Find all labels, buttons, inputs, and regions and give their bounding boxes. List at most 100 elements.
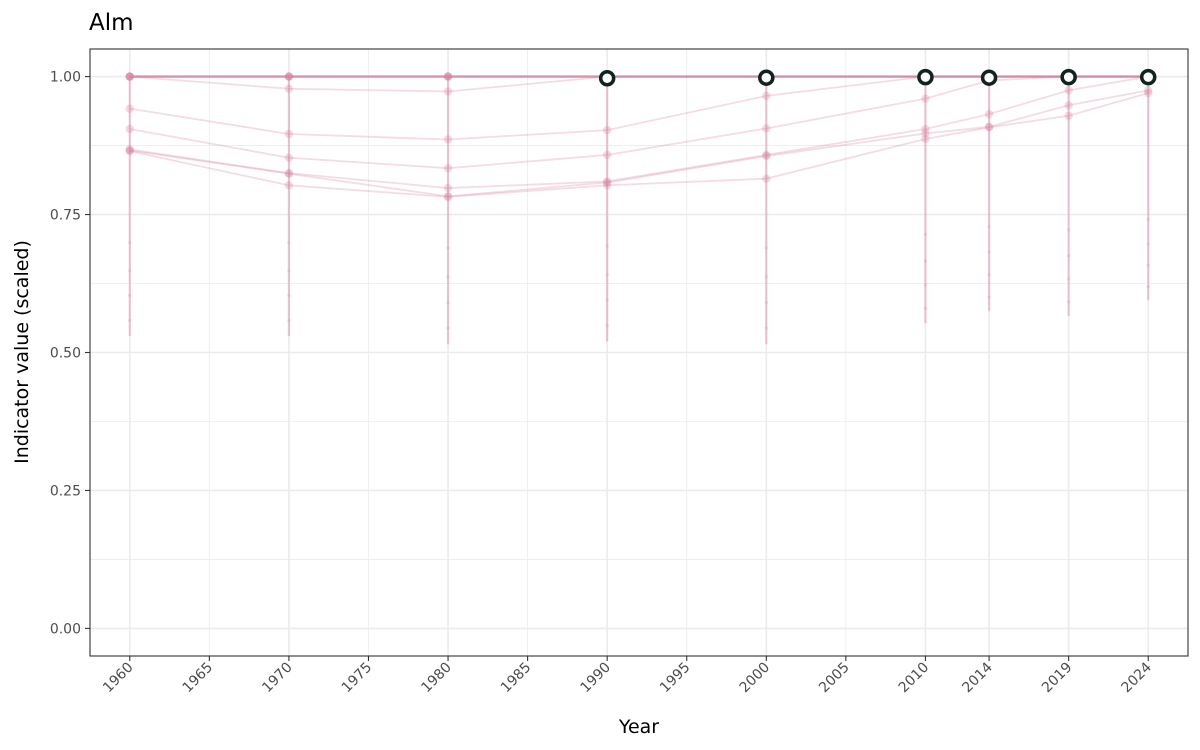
error-bar-tick (446, 275, 450, 279)
x-tick-label: 1960 (100, 660, 137, 697)
error-bar-tick (923, 232, 928, 237)
x-tick-label: 2019 (1039, 660, 1076, 697)
y-tick-label: 1.00 (50, 70, 81, 86)
error-bar-tick (764, 246, 768, 250)
error-bar-tick (287, 318, 291, 322)
y-tick-label: 0.25 (50, 483, 81, 499)
series-point (125, 72, 134, 81)
y-axis: 0.00 0.25 0.50 0.75 1.00 (50, 70, 90, 637)
series-point (762, 150, 771, 160)
error-bar-tick (446, 246, 450, 250)
reference-point (1060, 68, 1077, 86)
x-tick-label: 2000 (737, 660, 774, 697)
series-point (125, 146, 134, 156)
series-point (1064, 111, 1073, 120)
error-bar-tick (128, 268, 132, 273)
series-point (762, 174, 771, 183)
error-bars (128, 76, 1150, 345)
y-tick-label: 0.75 (50, 208, 81, 224)
error-bar-tick (605, 323, 609, 328)
reference-point (598, 69, 616, 87)
series-point (762, 91, 771, 101)
y-tick-label: 0.00 (50, 621, 81, 637)
error-bar-tick (923, 306, 928, 311)
error-bar-tick (605, 298, 609, 302)
series-point (284, 129, 294, 139)
series-point (984, 123, 994, 132)
series-point (984, 109, 994, 119)
x-tick-label: 2014 (959, 659, 996, 696)
error-bar-tick (605, 273, 609, 277)
error-bar-tick (287, 293, 291, 298)
reference-point (758, 69, 775, 86)
x-tick-label: 2024 (1119, 659, 1156, 696)
series-point (443, 183, 453, 193)
series-line (129, 75, 1149, 141)
x-tick-label: 2005 (816, 660, 853, 697)
series-point (762, 151, 771, 161)
series-line (129, 75, 1149, 170)
x-tick-label: 1980 (418, 660, 455, 697)
error-bar-tick (446, 326, 450, 330)
series-point (602, 150, 612, 160)
series-point (1064, 101, 1073, 110)
series-point (984, 122, 994, 132)
x-tick-label: 1995 (657, 660, 694, 697)
series-point (443, 135, 453, 144)
series-point (284, 153, 294, 162)
series-point (443, 72, 453, 81)
series-point (921, 124, 930, 134)
error-bar-tick (1067, 300, 1071, 304)
x-axis: 1960 1965 1970 1975 1980 1985 1990 1995 2000 2005… (100, 656, 1155, 696)
error-bar-tick (764, 300, 768, 305)
series-point (1144, 86, 1153, 95)
error-bar-tick (764, 275, 768, 279)
series-point (284, 168, 294, 178)
series-line (129, 75, 1149, 189)
error-bar-tick (987, 250, 991, 254)
series-point (602, 178, 612, 187)
x-tick-label: 1970 (259, 660, 296, 697)
series-point (443, 163, 453, 173)
x-tick-label: 1965 (180, 660, 217, 697)
series-point (602, 125, 612, 135)
error-bar-tick (1067, 254, 1071, 258)
error-bar-tick (987, 295, 991, 299)
error-bar-tick (287, 240, 291, 245)
series-point (284, 181, 294, 190)
series-point (1064, 86, 1073, 95)
series-point (284, 72, 294, 81)
x-tick-label: 1990 (577, 660, 614, 697)
error-bar-tick (446, 300, 450, 305)
reference-point (980, 69, 998, 86)
x-tick-label: 1985 (498, 660, 535, 697)
series-point (1144, 88, 1153, 98)
series-point (284, 169, 294, 178)
error-bar-tick (1146, 218, 1150, 222)
series-point (125, 124, 134, 134)
y-axis-title: Indicator value (scaled) (11, 240, 33, 464)
series-point (443, 192, 453, 202)
error-bar-tick (128, 293, 132, 298)
major-grid (90, 49, 1188, 656)
series-point (125, 146, 134, 155)
error-bar-tick (923, 259, 928, 263)
error-bar-tick (1146, 263, 1150, 267)
error-bar-tick (1146, 242, 1150, 246)
series-point (125, 145, 134, 154)
series-point (602, 181, 612, 190)
x-axis-title: Year (618, 716, 659, 738)
series-line (129, 89, 1149, 198)
series-point (284, 84, 294, 93)
error-bar-tick (923, 283, 928, 287)
error-bar-tick (287, 268, 291, 273)
y-tick-label: 0.50 (50, 346, 81, 362)
error-bar-tick (605, 244, 609, 248)
series-point (921, 129, 930, 138)
x-tick-label: 2010 (896, 660, 933, 697)
chart-title: Alm (89, 10, 134, 36)
series-point (921, 134, 930, 144)
series-point (602, 177, 612, 186)
error-bar-tick (128, 318, 132, 322)
